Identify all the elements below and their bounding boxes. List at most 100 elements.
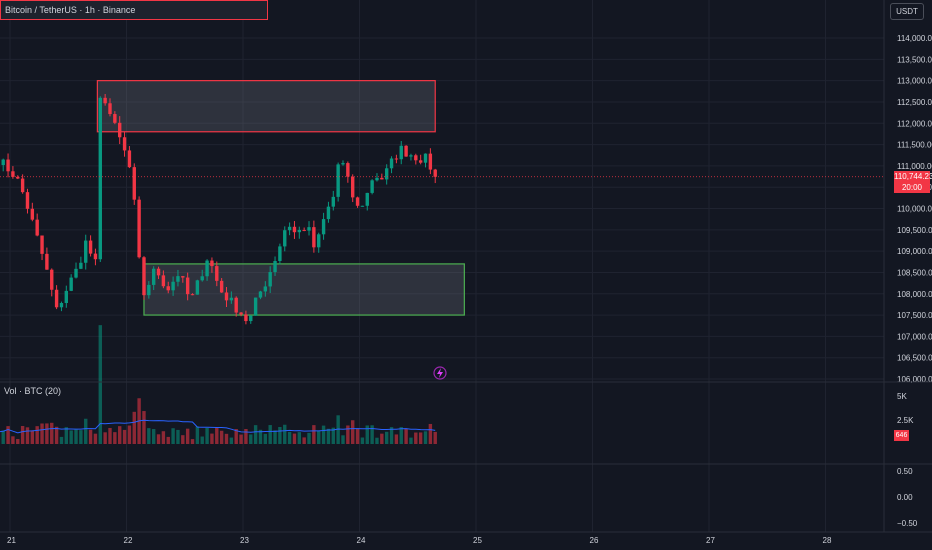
candle-body xyxy=(181,276,185,278)
symbol-legend[interactable]: Bitcoin / TetherUS · 1h · Binance xyxy=(0,0,268,20)
volume-bar xyxy=(84,418,88,444)
candle-body xyxy=(215,266,219,281)
price-tick-label: 112,500.00 xyxy=(897,98,932,107)
volume-bar xyxy=(74,429,78,444)
candle-body xyxy=(108,103,112,115)
volume-bar xyxy=(40,423,44,444)
volume-bar xyxy=(132,411,136,444)
lightning-icon[interactable] xyxy=(433,366,447,380)
candle-body xyxy=(234,297,238,313)
candle-body xyxy=(307,227,311,231)
candle-body xyxy=(45,253,49,270)
candle-body xyxy=(132,167,136,200)
candle-body xyxy=(336,164,340,197)
time-tick-label: 22 xyxy=(124,536,133,545)
volume-bar xyxy=(326,428,331,444)
candle-body xyxy=(93,253,98,260)
candle-body xyxy=(249,315,253,322)
volume-bar xyxy=(404,428,408,444)
time-tick-label: 24 xyxy=(357,536,366,545)
candle-body xyxy=(210,260,214,267)
volume-bar xyxy=(268,425,272,444)
candle-body xyxy=(389,158,394,169)
candle-body xyxy=(54,289,59,308)
oscillator-tick-label: 0.00 xyxy=(897,493,913,502)
candle-body xyxy=(84,240,88,263)
price-tick-label: 113,000.00 xyxy=(897,77,932,86)
candle-body xyxy=(25,192,30,209)
candle-body xyxy=(399,145,403,160)
volume-bar xyxy=(151,429,156,444)
candle-body xyxy=(244,314,248,322)
price-zones xyxy=(96,80,465,316)
volume-bar xyxy=(273,430,277,444)
volume-bar xyxy=(59,436,64,444)
price-tick-label: 111,500.00 xyxy=(897,141,932,150)
oscillator-tick-label: −0.50 xyxy=(897,519,918,528)
volume-bar xyxy=(292,433,297,444)
candle-body xyxy=(147,284,151,296)
volume-tick-label: 5K xyxy=(897,392,907,401)
candle-body xyxy=(118,122,122,138)
volume-bar xyxy=(336,415,340,444)
time-tick-label: 23 xyxy=(240,536,249,545)
volume-bar xyxy=(283,424,287,444)
last-price-badge: 110,744.23 20:00 xyxy=(894,171,932,193)
candle-body xyxy=(365,192,369,206)
oscillator-tick-label: 0.50 xyxy=(897,467,913,476)
volume-bar xyxy=(428,423,433,444)
volume-bar xyxy=(234,429,238,444)
volume-bar xyxy=(258,429,263,444)
volume-label[interactable]: Vol · BTC (20) xyxy=(4,386,62,396)
volume-bar xyxy=(16,439,20,444)
volume-bar xyxy=(79,430,83,444)
volume-bar xyxy=(20,425,25,444)
volume-bar xyxy=(200,436,204,444)
candle-body xyxy=(195,280,200,295)
volume-bar xyxy=(351,420,355,444)
candle-body xyxy=(224,292,229,301)
volume-bar xyxy=(409,437,413,444)
candle-body xyxy=(103,97,107,104)
volume-bar xyxy=(181,435,185,444)
candle-body xyxy=(122,137,127,151)
candle-body xyxy=(317,234,321,248)
volume-bar xyxy=(307,432,311,444)
time-tick-label: 21 xyxy=(7,536,16,545)
candle-body xyxy=(355,197,360,206)
volume-bar xyxy=(210,433,214,444)
volume-bar xyxy=(370,425,374,444)
volume-bar xyxy=(205,427,209,444)
candle-body xyxy=(205,260,209,277)
candle-body xyxy=(341,163,345,165)
candle-body xyxy=(40,235,44,254)
volume-bar xyxy=(423,431,428,444)
price-tick-label: 110,000.00 xyxy=(897,205,932,214)
currency-button[interactable]: USDT xyxy=(890,3,924,20)
volume-bar xyxy=(433,431,437,444)
candle-body xyxy=(16,176,20,179)
candle-body xyxy=(370,180,374,193)
volume-bar xyxy=(113,432,117,444)
demand-zone xyxy=(143,263,465,316)
candle-body xyxy=(35,219,39,236)
candle-body xyxy=(302,229,306,231)
volume-bar xyxy=(93,433,98,444)
volume-bar xyxy=(244,429,248,444)
volume-bar xyxy=(224,433,229,444)
volume-bar xyxy=(118,426,122,444)
volume-bar xyxy=(142,411,146,444)
volume-bar xyxy=(355,428,360,444)
candle-body xyxy=(418,160,423,163)
volume-bar xyxy=(185,428,190,444)
candle-body xyxy=(273,260,277,273)
volume-ma-line xyxy=(0,419,436,434)
candle-body xyxy=(433,169,437,177)
candle-body xyxy=(127,150,132,168)
volume-bar xyxy=(147,428,151,444)
price-tick-label: 106,000.00 xyxy=(897,375,932,384)
candle-body xyxy=(185,277,190,295)
time-tick-label: 27 xyxy=(706,536,715,545)
price-tick-label: 108,000.00 xyxy=(897,290,932,299)
